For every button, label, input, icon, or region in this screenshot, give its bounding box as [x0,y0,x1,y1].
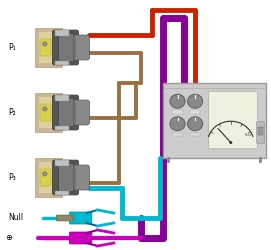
FancyBboxPatch shape [69,232,92,244]
Circle shape [229,141,232,144]
FancyBboxPatch shape [56,215,74,221]
FancyBboxPatch shape [35,93,62,132]
FancyBboxPatch shape [35,158,62,197]
FancyBboxPatch shape [39,162,58,193]
FancyBboxPatch shape [39,97,58,128]
FancyBboxPatch shape [172,110,183,114]
FancyBboxPatch shape [40,104,51,121]
Text: P₂: P₂ [8,108,16,117]
FancyBboxPatch shape [69,100,89,125]
FancyBboxPatch shape [39,32,58,63]
FancyBboxPatch shape [53,95,79,130]
Circle shape [170,117,185,131]
FancyBboxPatch shape [55,60,69,65]
FancyBboxPatch shape [172,132,183,136]
FancyBboxPatch shape [69,165,89,190]
FancyBboxPatch shape [53,30,79,65]
Text: ⊕: ⊕ [5,234,12,242]
Circle shape [43,42,47,46]
Circle shape [43,107,47,111]
FancyBboxPatch shape [258,127,263,135]
FancyBboxPatch shape [40,39,51,56]
FancyBboxPatch shape [190,132,200,136]
FancyBboxPatch shape [190,110,200,114]
FancyBboxPatch shape [55,30,69,36]
FancyBboxPatch shape [55,190,69,195]
FancyBboxPatch shape [209,91,257,149]
FancyBboxPatch shape [59,98,74,127]
Text: Null: Null [8,214,23,222]
FancyBboxPatch shape [59,163,74,192]
FancyBboxPatch shape [55,126,69,130]
Circle shape [188,117,203,131]
FancyBboxPatch shape [59,33,74,62]
Text: P₃: P₃ [8,173,16,182]
FancyBboxPatch shape [53,160,79,195]
FancyBboxPatch shape [69,35,89,60]
FancyBboxPatch shape [55,160,69,166]
FancyBboxPatch shape [40,169,51,186]
FancyBboxPatch shape [35,28,62,67]
Circle shape [43,172,47,176]
FancyBboxPatch shape [257,122,264,143]
Text: Power: Power [244,134,253,138]
Circle shape [188,94,203,108]
Circle shape [170,94,185,108]
FancyBboxPatch shape [55,95,69,100]
FancyBboxPatch shape [69,212,92,224]
Text: P₁: P₁ [8,43,16,52]
FancyBboxPatch shape [163,82,266,158]
